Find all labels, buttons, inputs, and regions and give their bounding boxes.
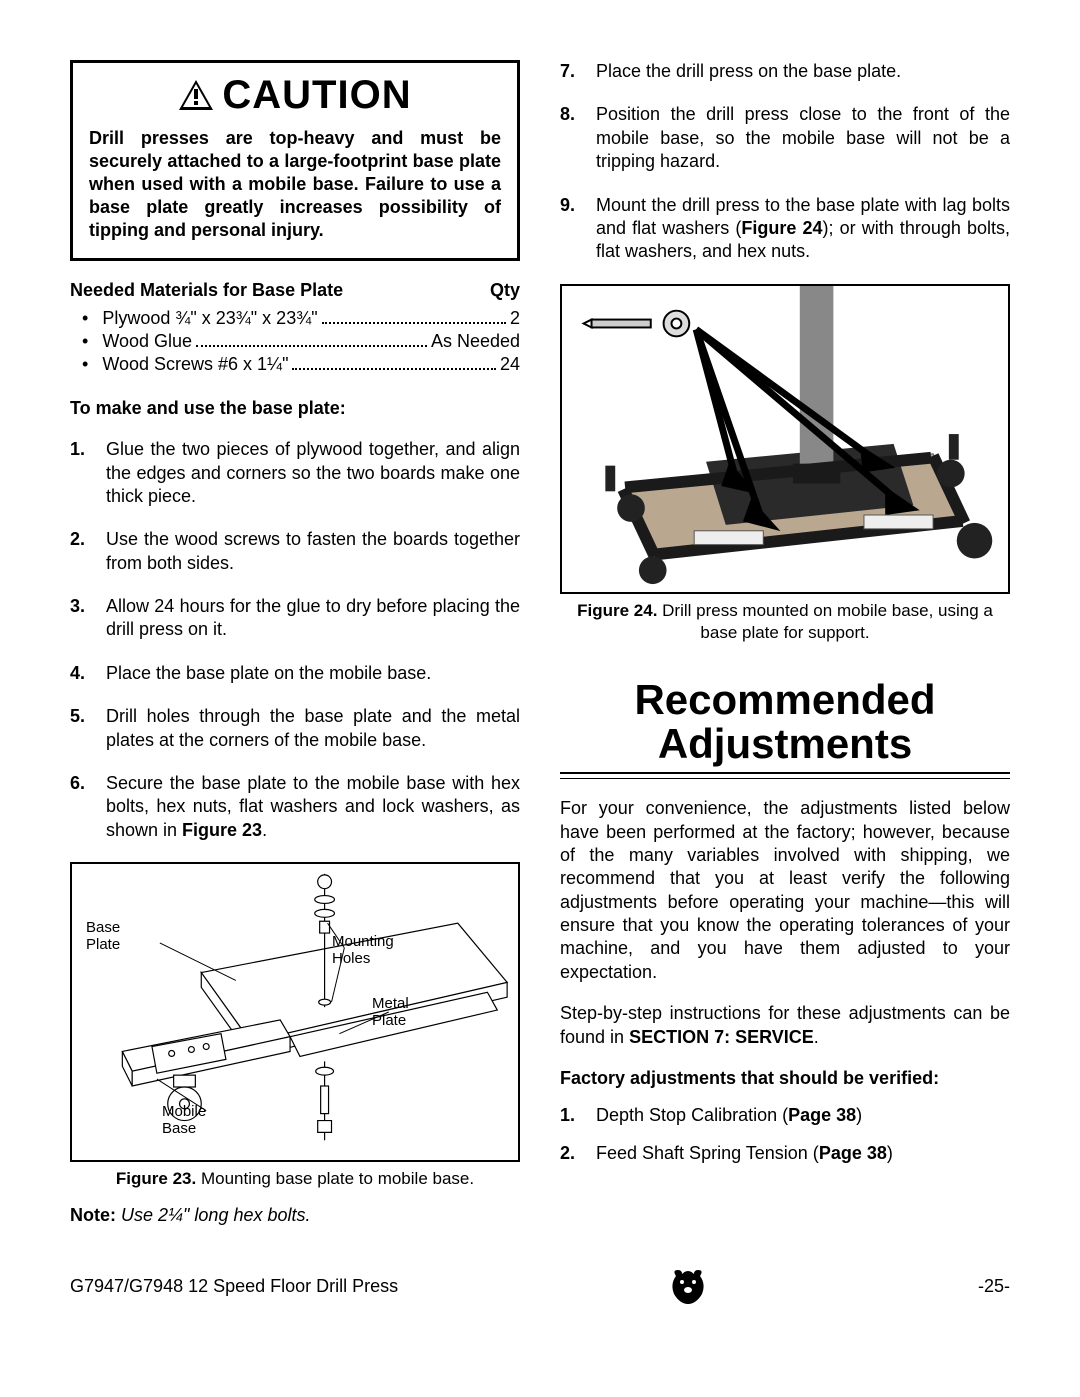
- left-column: CAUTION Drill presses are top-heavy and …: [70, 60, 520, 1228]
- note-line: Note: Use 2¼" long hex bolts.: [70, 1204, 520, 1227]
- materials-list: Plywood ¾" x 23¾" x 23¾" 2 Wood Glue As Ne…: [70, 307, 520, 377]
- material-qty: 24: [500, 353, 520, 376]
- material-name: Wood Glue: [102, 330, 192, 353]
- leader-dots: [292, 368, 496, 370]
- materials-heading: Needed Materials for Base Plate: [70, 279, 343, 302]
- page-columns: CAUTION Drill presses are top-heavy and …: [70, 60, 1010, 1228]
- step-item: Place the drill press on the base plate.: [560, 60, 1010, 83]
- materials-qty-label: Qty: [490, 279, 520, 302]
- recommended-title: RecommendedAdjustments: [560, 678, 1010, 766]
- page-footer: G7947/G7948 12 Speed Floor Drill Press -…: [70, 1262, 1010, 1312]
- step-item: Use the wood screws to fasten the boards…: [70, 528, 520, 575]
- figure-24-photo: [562, 286, 1008, 592]
- label-metal-plate: MetalPlate: [372, 996, 409, 1029]
- right-steps: Place the drill press on the base plate.…: [560, 60, 1010, 264]
- figure-24-caption: Figure 24. Drill press mounted on mobile…: [560, 600, 1010, 644]
- verify-heading: Factory adjustments that should be verif…: [560, 1067, 1010, 1090]
- step-item: Drill holes through the base plate and t…: [70, 705, 520, 752]
- step-item: Place the base plate on the mobile base.: [70, 662, 520, 685]
- left-steps: Glue the two pieces of plywood together,…: [70, 438, 520, 842]
- caution-title-text: CAUTION: [222, 69, 411, 121]
- figure-23: BasePlate MountingHoles MetalPlate Mobil…: [70, 862, 520, 1162]
- procedure-heading: To make and use the base plate:: [70, 397, 520, 420]
- step-item: Allow 24 hours for the glue to dry befor…: [70, 595, 520, 642]
- note-label: Note:: [70, 1205, 116, 1225]
- footer-left: G7947/G7948 12 Speed Floor Drill Press: [70, 1275, 398, 1298]
- recommended-para2: Step-by-step instructions for these adju…: [560, 1002, 1010, 1049]
- caution-title: CAUTION: [89, 69, 501, 121]
- step-item: Glue the two pieces of plywood together,…: [70, 438, 520, 508]
- label-mounting-holes: MountingHoles: [332, 934, 394, 967]
- material-name: Wood Screws #6 x 1¼": [102, 353, 288, 376]
- section-rule-thin: [560, 778, 1010, 779]
- section-rule: [560, 772, 1010, 774]
- footer-right: -25-: [978, 1275, 1010, 1298]
- figure-23-diagram: [72, 864, 518, 1160]
- material-item: Plywood ¾" x 23¾" x 23¾" 2: [82, 307, 520, 330]
- right-column: Place the drill press on the base plate.…: [560, 60, 1010, 1228]
- step-item: Secure the base plate to the mobile base…: [70, 772, 520, 842]
- label-mobile-base: MobileBase: [162, 1104, 206, 1137]
- figure-23-caption: Figure 23. Mounting base plate to mobile…: [70, 1168, 520, 1190]
- material-qty: 2: [510, 307, 520, 330]
- material-item: Wood Screws #6 x 1¼" 24: [82, 353, 520, 376]
- material-item: Wood Glue As Needed: [82, 330, 520, 353]
- leader-dots: [322, 322, 506, 324]
- verify-item: Feed Shaft Spring Tension (Page 38): [560, 1142, 1010, 1165]
- material-name: Plywood ¾" x 23¾" x 23¾": [102, 307, 317, 330]
- figure-24: [560, 284, 1010, 594]
- recommended-para1: For your convenience, the adjustments li…: [560, 797, 1010, 984]
- label-base-plate: BasePlate: [86, 920, 120, 953]
- caution-box: CAUTION Drill presses are top-heavy and …: [70, 60, 520, 261]
- warning-icon: [178, 79, 214, 111]
- step-item: Mount the drill press to the base plate …: [560, 194, 1010, 264]
- caution-body: Drill presses are top-heavy and must be …: [89, 127, 501, 242]
- note-text: Use 2¼" long hex bolts.: [116, 1205, 311, 1225]
- verify-list: Depth Stop Calibration (Page 38) Feed Sh…: [560, 1104, 1010, 1165]
- step-item: Position the drill press close to the fr…: [560, 103, 1010, 173]
- footer-logo: [666, 1262, 710, 1312]
- leader-dots: [196, 345, 427, 347]
- verify-item: Depth Stop Calibration (Page 38): [560, 1104, 1010, 1127]
- bear-icon: [666, 1262, 710, 1306]
- materials-header: Needed Materials for Base Plate Qty: [70, 279, 520, 302]
- material-qty: As Needed: [431, 330, 520, 353]
